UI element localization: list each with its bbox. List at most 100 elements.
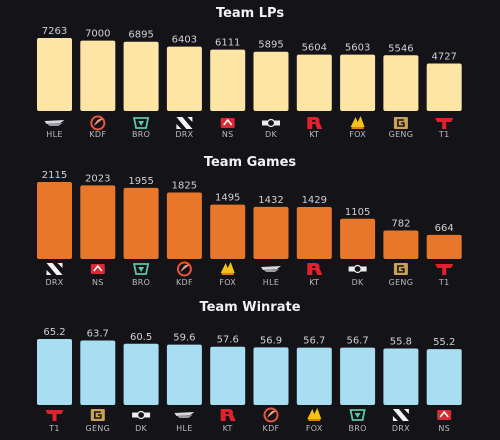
kdf-logo-icon: [176, 261, 192, 277]
chart-title: Team Winrate: [199, 300, 300, 315]
geng-logo-icon: [393, 117, 408, 129]
category-label: BRO: [132, 130, 150, 139]
value-label: 7000: [85, 29, 110, 40]
chart-2: Team Games 2115 DRX 2023 NS 1955 BRO 1825 KDF 149…: [37, 155, 462, 287]
value-label: 782: [391, 219, 410, 230]
bar-dk: [123, 343, 159, 405]
geng-logo-icon: [393, 263, 408, 275]
drx-logo-icon: [392, 409, 409, 421]
value-label: 5604: [302, 43, 327, 54]
category-label: T1: [438, 278, 450, 287]
bar-geng: [383, 55, 419, 111]
category-label: GENG: [85, 424, 110, 433]
category-label: NS: [438, 424, 450, 433]
value-label: 1825: [172, 181, 197, 192]
category-label: FOX: [219, 278, 236, 287]
chart-title: Team LPs: [216, 6, 284, 21]
value-label: 2023: [85, 173, 110, 184]
category-label: GENG: [389, 130, 414, 139]
value-label: 7263: [42, 26, 67, 37]
bar-drx: [37, 182, 72, 259]
bar-ns: [426, 349, 462, 405]
value-label: 55.2: [433, 337, 455, 348]
value-label: 56.7: [303, 336, 325, 347]
value-label: 6111: [215, 38, 240, 49]
bar-ns: [80, 185, 116, 259]
bar-kt: [210, 346, 246, 405]
bar-bro: [123, 187, 159, 259]
category-label: DRX: [392, 424, 410, 433]
bar-t1: [426, 234, 462, 259]
fox-logo-icon: [307, 408, 322, 421]
kt-logo-icon: [307, 117, 323, 129]
category-label: HLE: [176, 424, 192, 433]
value-label: 59.6: [173, 333, 195, 344]
dk-logo-icon: [132, 410, 151, 420]
bar-geng: [383, 230, 419, 259]
category-label: NS: [92, 278, 104, 287]
category-label: NS: [222, 130, 234, 139]
bar-kdf: [166, 192, 202, 259]
category-label: DK: [135, 424, 147, 433]
category-label: HLE: [46, 130, 62, 139]
category-label: DK: [265, 130, 277, 139]
bar-drx: [383, 348, 419, 405]
value-label: 65.2: [43, 327, 65, 338]
chart-title: Team Games: [204, 155, 297, 170]
bar-bro: [340, 347, 376, 405]
category-label: KDF: [89, 130, 106, 139]
category-label: GENG: [389, 278, 414, 287]
value-label: 63.7: [87, 329, 109, 340]
bar-dk: [340, 218, 376, 259]
t1-logo-icon: [45, 410, 64, 421]
bar-geng: [80, 340, 116, 405]
ns-logo-icon: [220, 118, 235, 128]
category-label: KT: [309, 278, 319, 287]
bar-fox: [296, 347, 332, 405]
dk-logo-icon: [262, 118, 280, 128]
kt-logo-icon: [307, 263, 323, 275]
category-label: T1: [438, 130, 450, 139]
chart-1: Team LPs 7263 HLE 7000 KDF 6895 BRO 6403 DRX 6111…: [37, 6, 462, 139]
dk-logo-icon: [348, 264, 367, 274]
t1-logo-icon: [435, 118, 454, 129]
value-label: 55.8: [390, 337, 412, 348]
kdf-logo-icon: [90, 115, 106, 131]
kdf-logo-icon: [263, 407, 279, 423]
value-label: 6895: [128, 30, 153, 41]
bro-logo-icon: [349, 409, 366, 421]
value-label: 664: [435, 223, 454, 234]
category-label: DRX: [175, 130, 193, 139]
value-label: 6403: [172, 35, 197, 46]
fox-logo-icon: [350, 116, 365, 129]
value-label: 56.9: [260, 335, 282, 346]
value-label: 1105: [345, 207, 370, 218]
value-label: 57.6: [217, 335, 239, 346]
category-label: KDF: [263, 424, 280, 433]
bar-fox: [210, 204, 246, 259]
value-label: 4727: [431, 51, 456, 62]
value-label: 5603: [345, 43, 370, 54]
ns-logo-icon: [437, 410, 452, 420]
value-label: 1955: [128, 176, 153, 187]
bar-bro: [123, 41, 159, 111]
value-label: 60.5: [130, 332, 152, 343]
bar-t1: [426, 63, 462, 111]
bar-t1: [37, 339, 72, 405]
bar-ns: [210, 49, 246, 111]
bar-hle: [37, 38, 72, 111]
category-label: KDF: [176, 278, 193, 287]
value-label: 5895: [258, 40, 283, 51]
fox-logo-icon: [220, 262, 235, 275]
value-label: 5546: [388, 43, 413, 54]
value-label: 1432: [258, 195, 283, 206]
bar-drx: [166, 46, 202, 111]
category-label: T1: [48, 424, 60, 433]
value-label: 1429: [302, 195, 327, 206]
bar-fox: [340, 54, 376, 111]
t1-logo-icon: [435, 264, 454, 275]
category-label: HLE: [263, 278, 279, 287]
category-label: BRO: [132, 278, 150, 287]
value-label: 1495: [215, 193, 240, 204]
